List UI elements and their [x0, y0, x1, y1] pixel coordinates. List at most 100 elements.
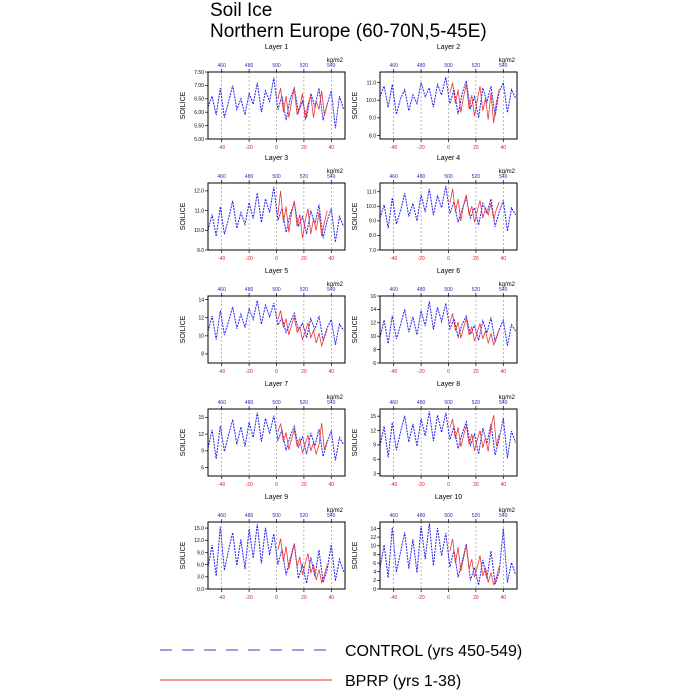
panel-title: Layer 2: [437, 44, 460, 51]
top-tick-label: 500: [444, 174, 453, 180]
x-tick-label: -40: [390, 145, 397, 151]
y-axis-label: SOILICE: [352, 428, 359, 456]
series-line-control: [207, 523, 345, 584]
series-line-control: [207, 77, 345, 129]
x-tick-label: -20: [245, 145, 252, 151]
top-tick-label: 540: [499, 174, 508, 180]
legend-label: CONTROL (yrs 450-549): [345, 643, 522, 660]
panel-title: Layer 8: [437, 381, 460, 388]
y-tick-label: 0: [373, 587, 376, 593]
top-tick-label: 460: [390, 287, 399, 293]
panel-layer-4: Layer 4 kg/m2 SOILICE 7.0 8.0 9.0 10.0 11.0 -40 -…: [352, 155, 518, 262]
series-line-bprp: [277, 88, 328, 121]
y-tick-label: 10: [370, 544, 376, 550]
units-label: kg/m2: [499, 508, 516, 514]
panel-title: Layer 1: [265, 44, 288, 51]
series-line-control: [379, 411, 517, 459]
panel-layer-7: Layer 7 kg/m2 SOILICE 6 9 12 15 -40 -20 0 20 40 460 4…: [180, 381, 346, 488]
y-tick-label: 15: [198, 415, 204, 421]
x-tick-label: 0: [275, 482, 278, 488]
y-axis-label: SOILICE: [180, 91, 187, 119]
x-tick-label: -40: [218, 145, 225, 151]
panel-title: Layer 3: [265, 155, 288, 162]
y-tick-label: 14: [370, 526, 376, 532]
panel-layer-1: Layer 1 kg/m2 SOILICE 5.00 5.50 6.00 6.50 7.00 7…: [180, 44, 346, 151]
x-tick-label: -40: [218, 482, 225, 488]
top-tick-label: 500: [272, 174, 281, 180]
panel-title: Layer 5: [265, 268, 288, 275]
y-tick-label: 8: [201, 352, 204, 358]
top-tick-label: 460: [390, 63, 399, 69]
panel-layer-5: Layer 5 kg/m2 SOILICE 8 10 12 14 -40 -20 0 20 40 460…: [180, 268, 346, 375]
series-line-bprp: [449, 415, 500, 452]
units-label: kg/m2: [327, 282, 344, 288]
y-tick-label: 15.0: [194, 526, 204, 532]
y-tick-label: 11.0: [367, 190, 377, 196]
y-tick-label: 10.0: [194, 228, 204, 234]
panel-layer-6: Layer 6 kg/m2 SOILICE 6 8 10 12 14 16 -40 -20 0 20 40…: [352, 268, 518, 375]
y-tick-label: 7.00: [194, 83, 204, 89]
legend-entry: BPRP (yrs 1-38): [160, 673, 461, 690]
y-tick-label: 9.0: [197, 248, 204, 254]
y-axis-label: SOILICE: [352, 315, 359, 343]
top-tick-label: 520: [300, 513, 309, 519]
y-tick-label: 5.00: [194, 137, 204, 143]
top-tick-label: 540: [327, 63, 336, 69]
y-tick-label: 6.50: [194, 97, 204, 103]
top-tick-label: 480: [417, 513, 426, 519]
y-axis-label: SOILICE: [352, 202, 359, 230]
y-tick-label: 6: [373, 457, 376, 463]
y-tick-label: 9.0: [369, 219, 376, 225]
panel-layer-3: Layer 3 kg/m2 SOILICE 9.0 10.0 11.0 12.0 -40 -20…: [180, 155, 346, 262]
y-tick-label: 6: [373, 361, 376, 367]
legend-label: BPRP (yrs 1-38): [345, 673, 461, 690]
y-tick-label: 6: [373, 561, 376, 567]
top-tick-label: 460: [218, 513, 227, 519]
x-tick-label: 40: [329, 369, 335, 375]
top-tick-label: 500: [272, 400, 281, 406]
panel-title: Layer 6: [437, 268, 460, 275]
top-tick-label: 480: [245, 174, 254, 180]
top-tick-label: 520: [300, 287, 309, 293]
x-tick-label: -20: [245, 595, 252, 601]
x-tick-label: -40: [218, 595, 225, 601]
x-tick-label: 20: [473, 369, 479, 375]
series-line-bprp: [277, 538, 328, 584]
units-label: kg/m2: [327, 395, 344, 401]
x-tick-label: -20: [245, 369, 252, 375]
x-tick-label: 40: [329, 256, 335, 262]
x-tick-label: -40: [218, 256, 225, 262]
x-tick-label: -40: [390, 369, 397, 375]
units-label: kg/m2: [327, 508, 344, 514]
y-tick-label: 8: [373, 347, 376, 353]
top-tick-label: 500: [272, 513, 281, 519]
panel-layer-8: Layer 8 kg/m2 SOILICE 3 6 9 12 15 -40 -20 0 20 40 460…: [352, 381, 518, 488]
x-tick-label: 40: [329, 482, 335, 488]
x-tick-label: 40: [501, 482, 507, 488]
top-tick-label: 500: [444, 63, 453, 69]
units-label: kg/m2: [327, 58, 344, 64]
x-tick-label: -40: [218, 369, 225, 375]
x-tick-label: 20: [301, 256, 307, 262]
x-tick-label: 0: [447, 482, 450, 488]
x-tick-label: -20: [417, 482, 424, 488]
x-tick-label: 40: [501, 595, 507, 601]
top-tick-label: 480: [245, 513, 254, 519]
y-axis-label: SOILICE: [352, 91, 359, 119]
y-tick-label: 12: [370, 321, 376, 327]
title-block: Soil Ice Northern Europe (60-70N,5-45E): [210, 0, 487, 42]
y-tick-label: 12: [370, 535, 376, 541]
top-tick-label: 540: [327, 174, 336, 180]
x-tick-label: 40: [329, 145, 335, 151]
y-tick-label: 10: [370, 334, 376, 340]
y-tick-label: 3: [373, 471, 376, 477]
y-tick-label: 9: [201, 449, 204, 455]
y-tick-label: 12: [198, 316, 204, 322]
top-tick-label: 480: [417, 63, 426, 69]
series-line-control: [379, 185, 517, 232]
x-tick-label: 0: [275, 145, 278, 151]
x-tick-label: -40: [390, 595, 397, 601]
top-tick-label: 460: [390, 400, 399, 406]
top-tick-label: 520: [472, 287, 481, 293]
legend: CONTROL (yrs 450-549) BPRP (yrs 1-38): [160, 643, 522, 690]
